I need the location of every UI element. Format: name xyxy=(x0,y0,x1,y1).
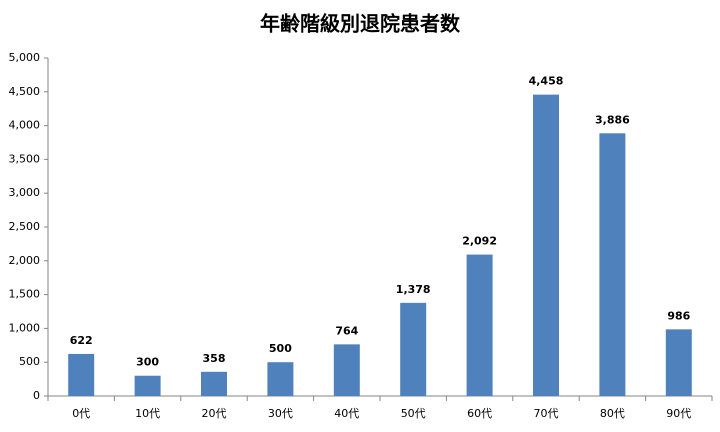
x-tick-label: 50代 xyxy=(401,407,426,420)
y-tick-label: 1,000 xyxy=(9,321,41,334)
value-label: 358 xyxy=(203,352,226,365)
x-tick-label: 0代 xyxy=(72,407,90,420)
value-label: 4,458 xyxy=(529,75,564,88)
bar xyxy=(533,94,559,397)
y-tick-label: 3,500 xyxy=(9,152,41,165)
y-tick-label: 0 xyxy=(33,389,40,402)
x-tick-label: 20代 xyxy=(202,407,227,420)
x-tick-label: 70代 xyxy=(534,407,559,420)
x-tick-label: 60代 xyxy=(467,407,492,420)
y-tick-label: 4,000 xyxy=(9,119,41,132)
value-label: 1,378 xyxy=(396,283,431,296)
bar xyxy=(201,371,227,396)
y-tick-label: 2,000 xyxy=(9,254,41,267)
y-tick-label: 5,000 xyxy=(9,51,41,64)
value-label: 3,886 xyxy=(595,113,630,126)
bar xyxy=(599,133,626,396)
bar xyxy=(400,302,427,396)
value-label: 2,092 xyxy=(462,235,497,248)
bar xyxy=(267,362,294,396)
x-tick-label: 10代 xyxy=(135,407,160,420)
x-tick-label: 90代 xyxy=(666,407,691,420)
bar xyxy=(68,353,95,396)
bar xyxy=(466,254,493,396)
bar xyxy=(333,344,360,396)
bar xyxy=(134,375,161,396)
bar xyxy=(665,329,692,396)
chart-title: 年齢階級別退院患者数 xyxy=(260,12,461,36)
x-tick-label: 40代 xyxy=(334,407,359,420)
value-label: 764 xyxy=(335,324,358,337)
y-tick-label: 3,000 xyxy=(9,186,41,199)
x-tick-label: 80代 xyxy=(600,407,625,420)
value-label: 300 xyxy=(136,356,159,369)
x-tick-label: 30代 xyxy=(268,407,293,420)
value-label: 500 xyxy=(269,342,292,355)
y-tick-label: 2,500 xyxy=(9,220,41,233)
y-tick-label: 500 xyxy=(19,355,40,368)
value-label: 622 xyxy=(70,334,93,347)
value-label: 986 xyxy=(667,309,690,322)
y-tick-label: 4,500 xyxy=(9,85,41,98)
y-tick-label: 1,500 xyxy=(9,288,41,301)
